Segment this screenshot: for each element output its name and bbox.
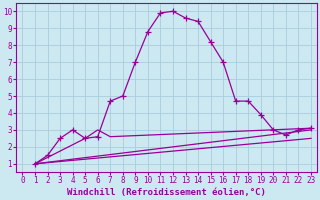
X-axis label: Windchill (Refroidissement éolien,°C): Windchill (Refroidissement éolien,°C) xyxy=(67,188,266,197)
